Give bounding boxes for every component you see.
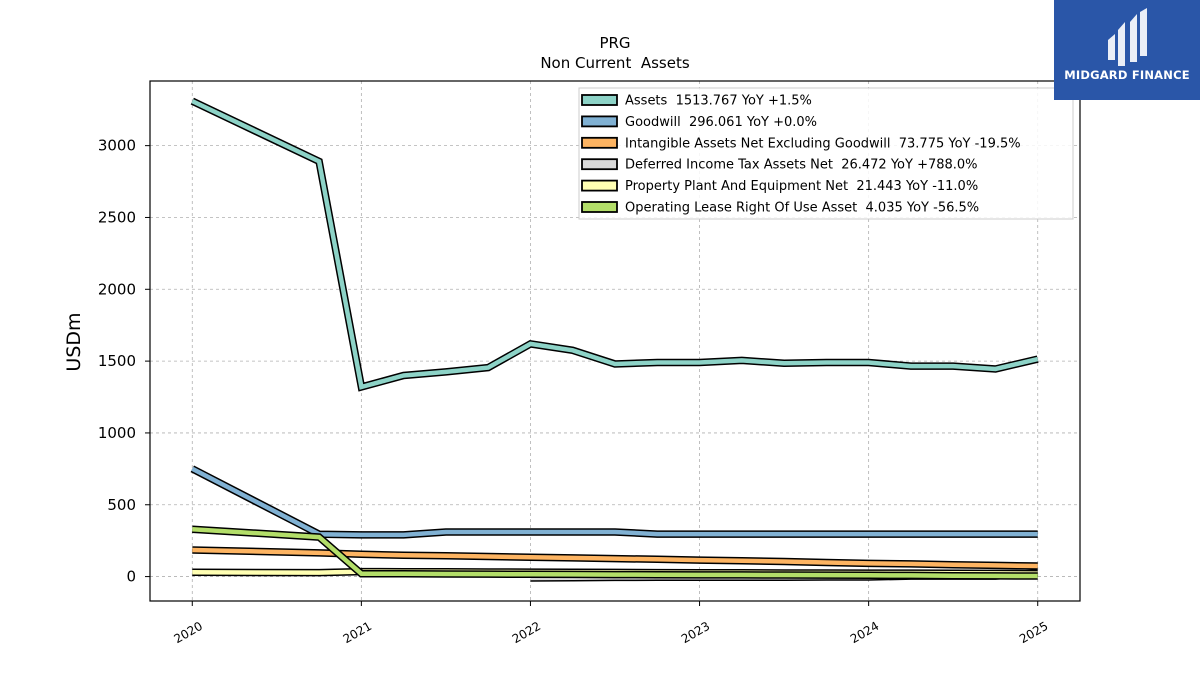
legend-label: Deferred Income Tax Assets Net 26.472 Yo… xyxy=(625,158,978,173)
x-tick-label: 2020 xyxy=(172,619,205,646)
y-tick-label: 2500 xyxy=(98,208,136,226)
legend: Assets 1513.767 YoY +1.5% Goodwill 296.06… xyxy=(578,87,1074,220)
series-line xyxy=(190,97,1039,392)
logo-mark-icon xyxy=(1108,8,1147,66)
legend-swatch xyxy=(581,94,618,106)
legend-box xyxy=(578,87,1074,220)
y-tick-label: 0 xyxy=(126,568,136,586)
y-tick-label: 1500 xyxy=(98,352,136,370)
x-tick-label: 2025 xyxy=(1017,619,1050,646)
y-axis-label: USDm xyxy=(63,312,85,371)
legend-swatch xyxy=(581,179,618,192)
series-line-fill xyxy=(191,99,1039,390)
series-line-fill xyxy=(191,466,1038,538)
legend-label: Intangible Assets Net Excluding Goodwill… xyxy=(625,136,1021,151)
plot-frame xyxy=(149,80,1081,602)
y-tick-label: 3000 xyxy=(98,137,136,155)
logo-text: MIDGARD FINANCE xyxy=(1064,68,1190,82)
x-tick-label: 2022 xyxy=(510,619,543,646)
series-line-fill xyxy=(192,547,1038,569)
chart-title: PRG xyxy=(599,34,630,52)
legend-swatch xyxy=(581,115,618,128)
chart-subtitle: Non Current Assets xyxy=(540,54,690,72)
legend-label: Property Plant And Equipment Net 21.443 … xyxy=(625,179,978,194)
series-line xyxy=(190,465,1038,539)
series-line-fill xyxy=(192,526,1038,579)
legend-swatch xyxy=(581,201,618,213)
legend-label: Operating Lease Right Of Use Asset 4.035… xyxy=(625,201,979,216)
legend-swatch xyxy=(581,158,618,171)
legend-swatch xyxy=(581,136,618,149)
plot-area xyxy=(190,97,1039,582)
x-tick-label: 2021 xyxy=(341,619,374,646)
y-tick-label: 500 xyxy=(107,496,136,514)
series-line xyxy=(192,546,1038,570)
y-tick-label: 2000 xyxy=(98,280,136,298)
x-tick-label: 2024 xyxy=(848,619,881,646)
midgard-finance-logo: MIDGARD FINANCE xyxy=(1054,0,1200,100)
series-line-outline xyxy=(190,465,1038,539)
legend-label: Assets 1513.767 YoY +1.5% xyxy=(625,94,812,109)
y-tick-label: 1000 xyxy=(98,424,136,442)
series-line xyxy=(192,525,1038,580)
legend-label: Goodwill 296.061 YoY +0.0% xyxy=(625,115,817,130)
x-tick-label: 2023 xyxy=(679,619,712,646)
